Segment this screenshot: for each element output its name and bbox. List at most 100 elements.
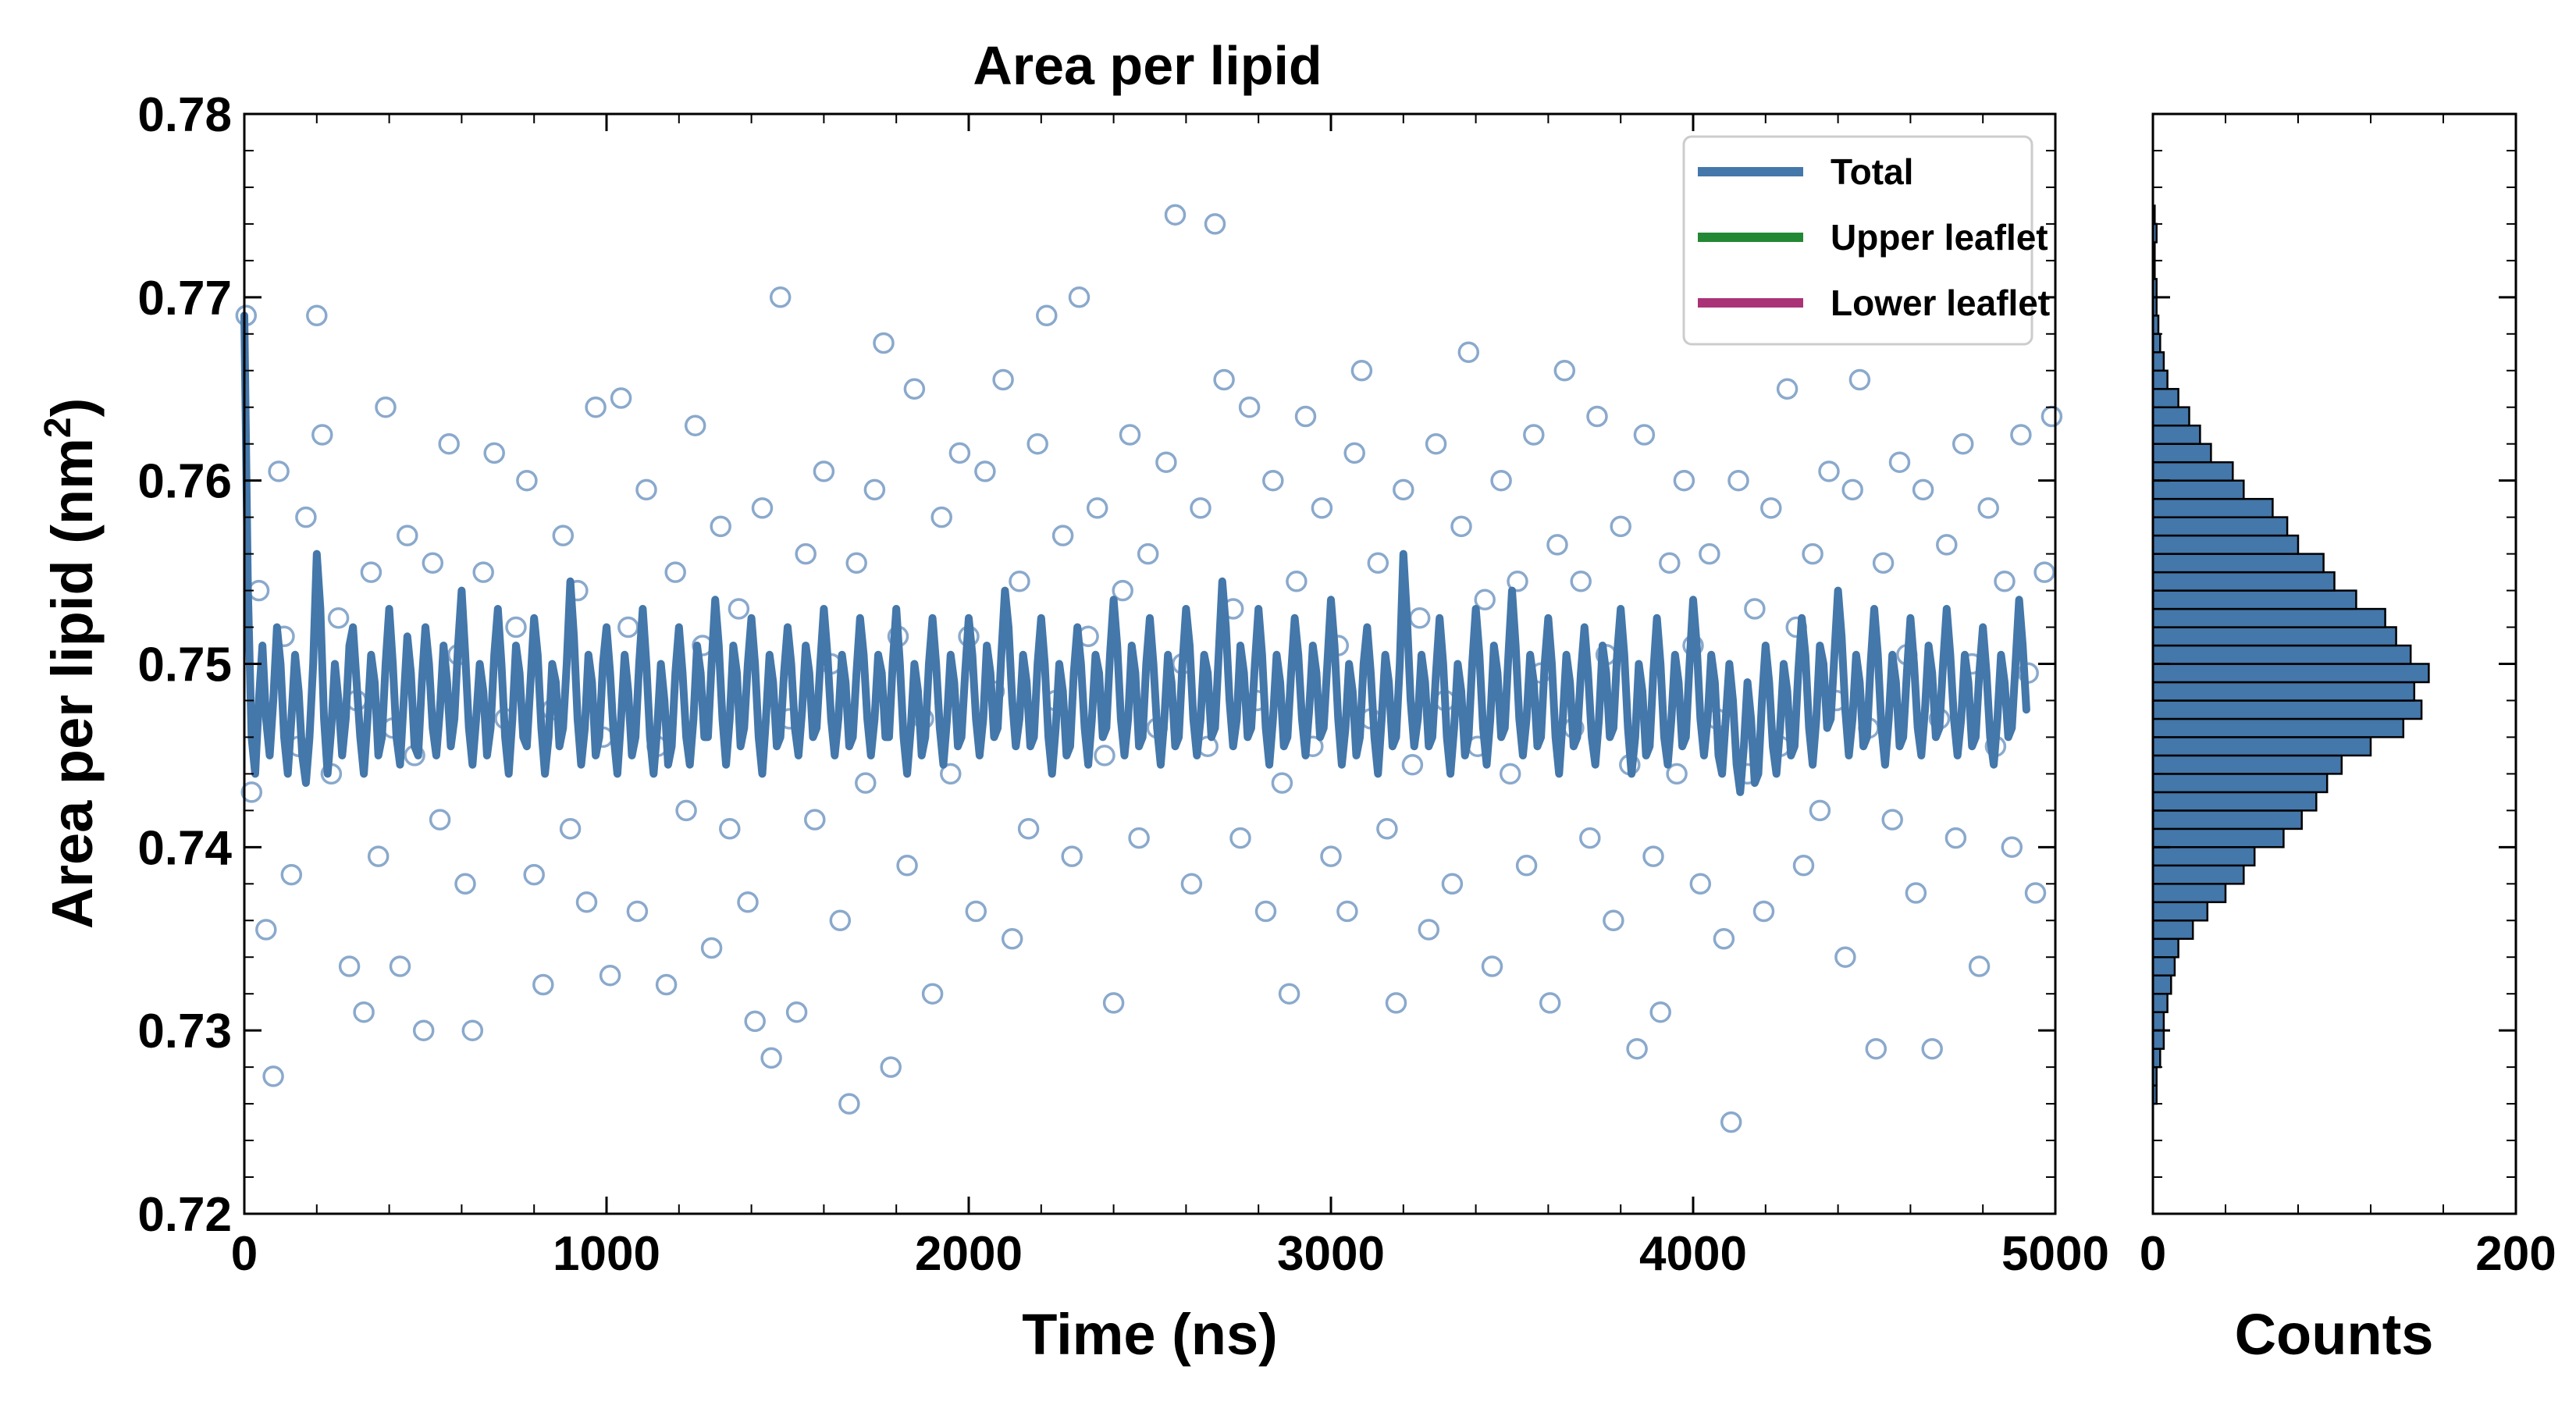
y-tick-label: 0.74 bbox=[137, 821, 232, 875]
histogram-bar bbox=[2151, 497, 2274, 518]
histogram-bar bbox=[2151, 644, 2412, 665]
scatter-point bbox=[353, 1001, 375, 1023]
histogram-bar bbox=[2151, 864, 2245, 885]
histogram-bar bbox=[2151, 443, 2212, 464]
scatter-point bbox=[1286, 571, 1308, 592]
scatter-point bbox=[1912, 478, 1934, 501]
scatter-point bbox=[599, 964, 621, 987]
scatter-point bbox=[1888, 451, 1911, 473]
scatter-point bbox=[863, 478, 886, 501]
scatter-point bbox=[1086, 497, 1108, 519]
scatter-point bbox=[389, 955, 411, 977]
scatter-point bbox=[1818, 461, 1840, 482]
histogram-bar bbox=[2151, 992, 2169, 1013]
scatter-point bbox=[1320, 845, 1342, 867]
scatter-point bbox=[1507, 571, 1528, 592]
scatter-point bbox=[1180, 873, 1203, 895]
scatter-point bbox=[1376, 818, 1398, 840]
scatter-point bbox=[280, 863, 303, 886]
scatter-point bbox=[1137, 542, 1159, 565]
scatter-point bbox=[1385, 992, 1407, 1014]
scatter-point bbox=[1490, 469, 1512, 492]
scatter-point bbox=[1649, 1001, 1671, 1023]
scatter-point bbox=[838, 1093, 860, 1115]
scatter-point bbox=[1921, 1037, 1943, 1060]
histogram-bar bbox=[2151, 955, 2176, 976]
scatter-point bbox=[873, 332, 895, 354]
scatter-point bbox=[737, 891, 759, 913]
scatter-point bbox=[675, 799, 697, 822]
scatter-point bbox=[1994, 571, 2016, 592]
histogram-bar bbox=[2151, 901, 2209, 922]
histogram-x-tick-label: 0 bbox=[2140, 1227, 2166, 1281]
scatter-point bbox=[1610, 515, 1631, 538]
histogram-bar bbox=[2151, 607, 2386, 628]
scatter-point bbox=[1017, 818, 1040, 840]
scatter-point bbox=[903, 378, 926, 400]
scatter-point bbox=[930, 506, 952, 528]
scatter-point bbox=[2024, 882, 2047, 904]
scatter-point bbox=[438, 432, 460, 455]
histogram-bar bbox=[2151, 424, 2201, 445]
x-tick-label: 5000 bbox=[2001, 1227, 2109, 1281]
scatter-point bbox=[1586, 405, 1608, 428]
scatter-point bbox=[559, 818, 582, 840]
scatter-point bbox=[360, 561, 382, 583]
scatter-point bbox=[1474, 589, 1496, 611]
scatter-point bbox=[769, 286, 792, 308]
scatter-point bbox=[845, 552, 867, 574]
y-axis-label-close: ) bbox=[40, 398, 105, 418]
histogram-bar bbox=[2151, 461, 2234, 482]
scatter-point bbox=[422, 552, 444, 574]
scatter-point bbox=[311, 424, 333, 446]
scatter-point bbox=[2033, 561, 2055, 583]
main-ticks: 0 1000 2000 3000 4000 5000 0.72 0.73 0.74 0.75 0.7… bbox=[137, 88, 2109, 1281]
y-axis-label-superscript: 2 bbox=[37, 417, 79, 438]
histogram-plot: 0 200 Counts bbox=[2140, 112, 2556, 1367]
scatter-point bbox=[1350, 360, 1373, 382]
scatter-point bbox=[1009, 571, 1030, 592]
scatter-point bbox=[664, 561, 686, 583]
scatter-point bbox=[1720, 1111, 1742, 1133]
scatter-point bbox=[1294, 405, 1317, 428]
scatter-point bbox=[804, 809, 826, 831]
scatter-point bbox=[1401, 753, 1424, 776]
scatter-point bbox=[1713, 928, 1735, 950]
x-tick-label: 2000 bbox=[915, 1227, 1023, 1281]
scatter-point bbox=[655, 973, 678, 996]
x-tick-label: 0 bbox=[231, 1227, 258, 1281]
scatter-point bbox=[1311, 497, 1333, 519]
scatter-point bbox=[1102, 992, 1125, 1014]
scatter-point bbox=[635, 478, 657, 501]
scatter-point bbox=[505, 616, 527, 638]
scatter-point bbox=[1068, 286, 1091, 308]
histogram-bar bbox=[2151, 827, 2285, 848]
histogram-bar bbox=[2151, 754, 2343, 775]
histogram-bar bbox=[2151, 534, 2300, 555]
scatter-point bbox=[1213, 368, 1235, 391]
scatter-point bbox=[965, 900, 987, 923]
scatter-point bbox=[1001, 928, 1023, 950]
legend-label-upper-leaflet: Upper leaflet bbox=[1831, 217, 2048, 258]
scatter-point bbox=[1204, 213, 1226, 235]
scatter-point bbox=[1229, 827, 1251, 849]
scatter-point bbox=[1802, 542, 1823, 565]
histogram-bar bbox=[2151, 553, 2325, 574]
scatter-point bbox=[1727, 469, 1749, 492]
histogram-bar bbox=[2151, 369, 2169, 390]
histogram-bar bbox=[2151, 479, 2245, 500]
main-plot: Area per lipid 0 1000 2000 3000 4000 5000 0.72… bbox=[37, 35, 2109, 1367]
x-tick-label: 1000 bbox=[553, 1227, 660, 1281]
scatter-point bbox=[610, 387, 632, 409]
scatter-point bbox=[1262, 469, 1284, 492]
scatter-point bbox=[1699, 542, 1720, 565]
scatter-point bbox=[397, 525, 418, 546]
scatter-point bbox=[1792, 855, 1815, 877]
scatter-point bbox=[684, 414, 706, 436]
series-line-total bbox=[240, 311, 2030, 796]
legend-label-total: Total bbox=[1831, 151, 1913, 192]
scatter-point bbox=[1841, 478, 1863, 501]
scatter-point bbox=[785, 1001, 808, 1023]
scatter-point bbox=[575, 891, 598, 913]
scatter-point bbox=[1094, 745, 1115, 767]
